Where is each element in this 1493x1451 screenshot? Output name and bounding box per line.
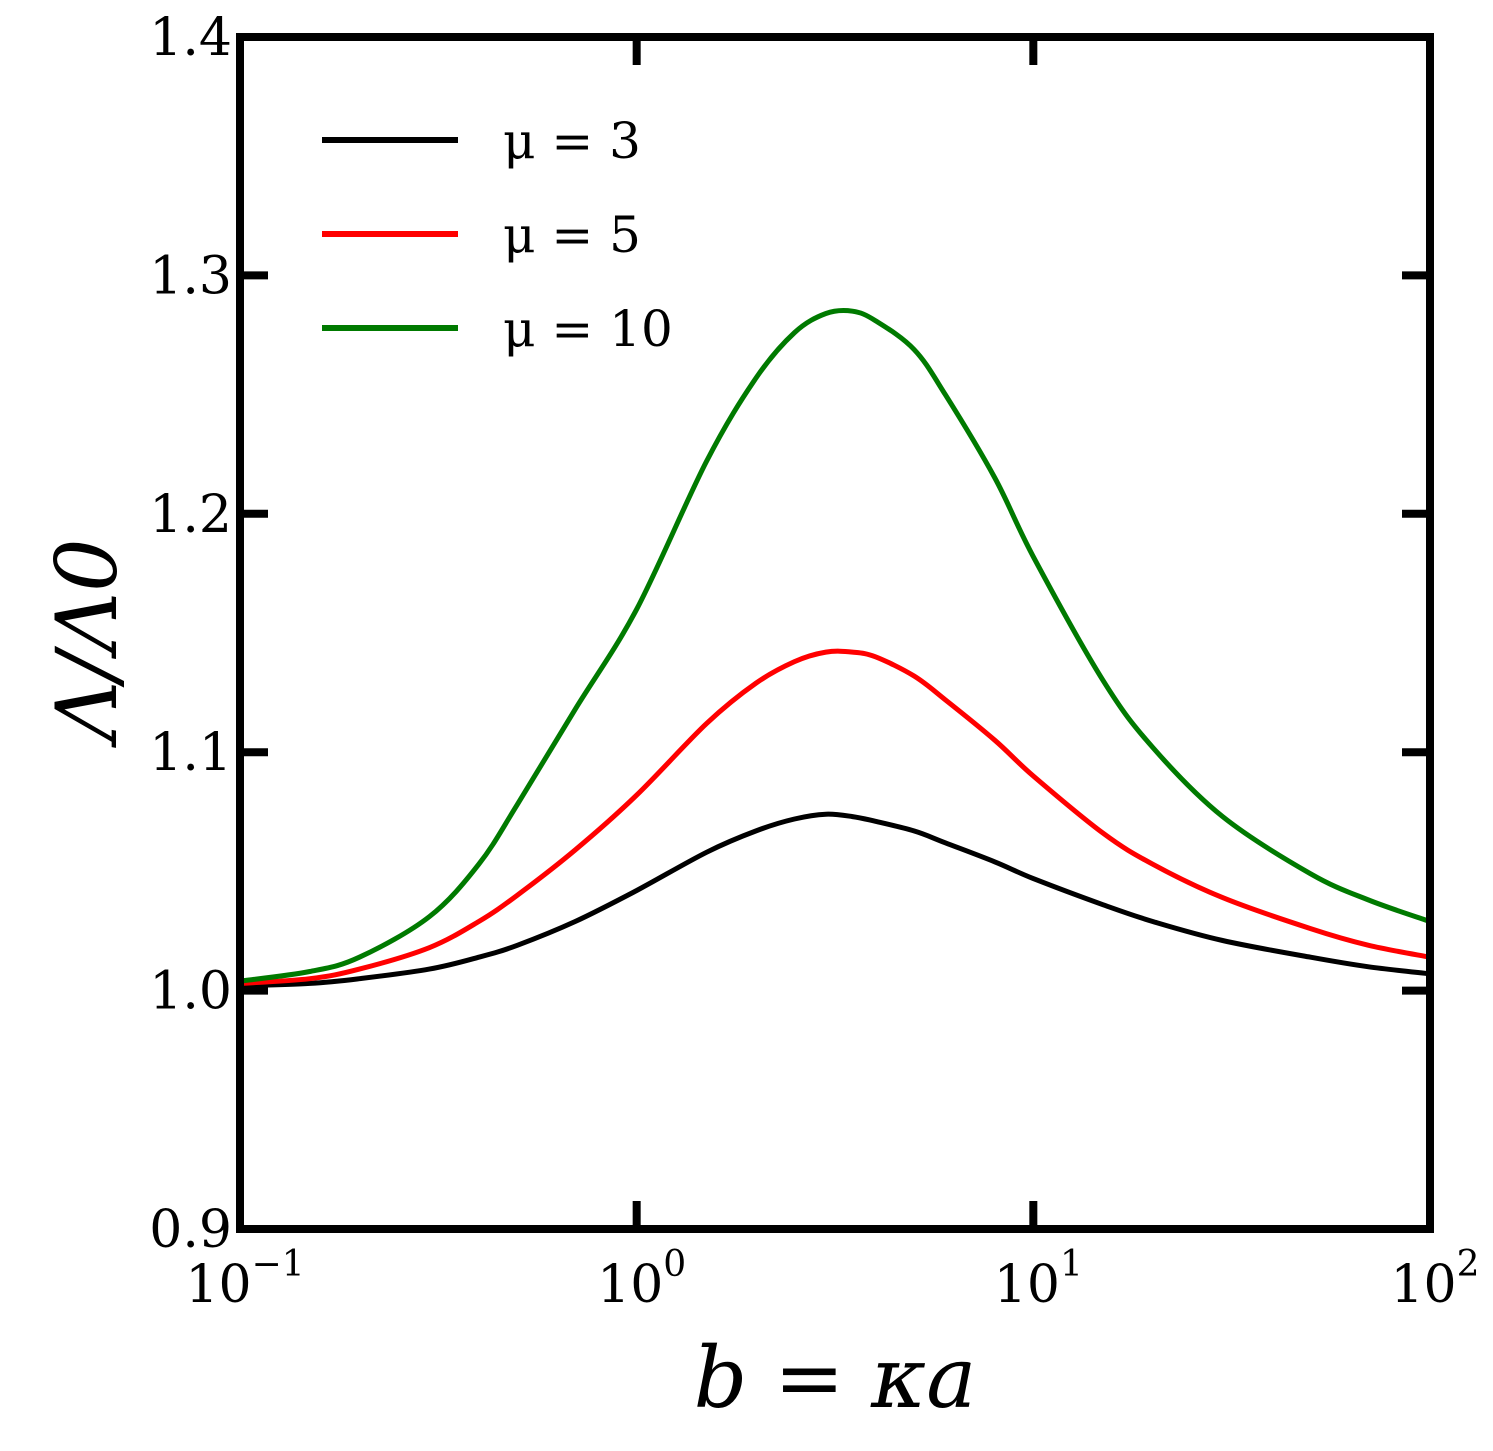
x-tick-label: 101 — [994, 1244, 1083, 1315]
y-tick-label: 0.9 — [149, 1200, 232, 1260]
x-tick-exponent: 2 — [1457, 1244, 1480, 1285]
ticks-group: 0.91.01.11.21.31.410−1 100 101 102 — [149, 8, 1479, 1315]
x-tick-base: 10 — [597, 1255, 663, 1315]
x-tick-exponent: 0 — [663, 1244, 686, 1285]
series-line-2 — [239, 648, 1431, 986]
series-line-1 — [239, 811, 1431, 989]
y-tick-label: 1.3 — [149, 246, 232, 306]
legend-label-3: μ = 10 — [503, 300, 673, 358]
x-tick-base: 10 — [185, 1255, 251, 1315]
y-tick-label: 1.1 — [149, 723, 232, 783]
legend-label-1: μ = 3 — [503, 112, 641, 170]
y-axis-title: Λ/Λ0 — [38, 538, 136, 748]
x-tick-base: 10 — [1390, 1255, 1456, 1315]
y-tick-label: 1.2 — [149, 485, 232, 545]
x-tick-exponent: 1 — [1060, 1244, 1083, 1285]
x-axis-title: b = κa — [694, 1329, 977, 1427]
series-line-3 — [239, 307, 1431, 984]
x-tick-base: 10 — [994, 1255, 1060, 1315]
plot-frame — [236, 33, 1434, 1233]
x-tick-label: 102 — [1390, 1244, 1479, 1315]
y-tick-label: 1.0 — [149, 962, 232, 1022]
x-tick-exponent: −1 — [252, 1244, 305, 1285]
y-tick-label: 1.4 — [149, 8, 232, 68]
legend: μ = 3 μ = 5 μ = 10 — [322, 112, 673, 358]
series-group — [239, 307, 1431, 989]
x-tick-label: 10−1 — [185, 1244, 304, 1315]
x-tick-label: 100 — [597, 1244, 686, 1315]
legend-label-2: μ = 5 — [503, 206, 641, 264]
